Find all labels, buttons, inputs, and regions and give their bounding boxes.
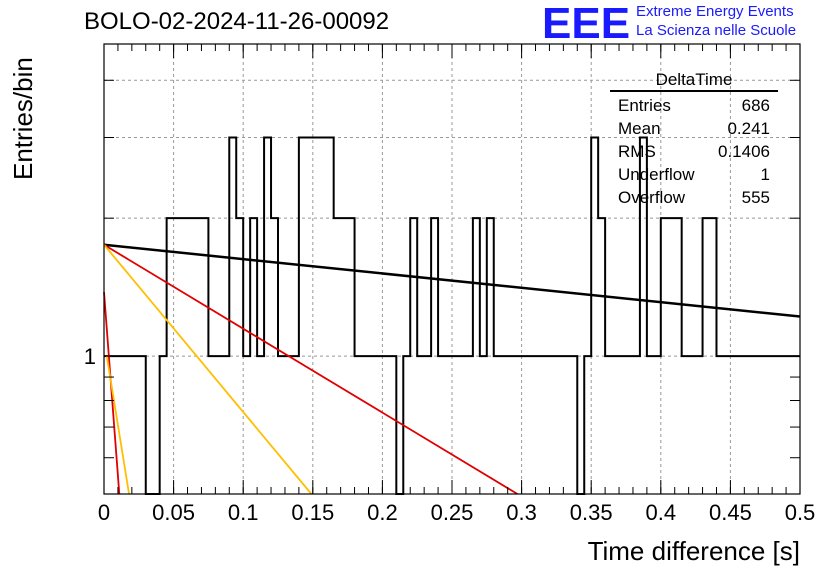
- stats-value: 686: [741, 96, 770, 115]
- stats-label: Overflow: [618, 188, 686, 207]
- fit-line-red: [103, 243, 518, 495]
- stats-row-rms: RMS 0.1406: [610, 140, 778, 163]
- x-tick-label: 0.4: [646, 500, 677, 525]
- x-tick-label: 0.2: [367, 500, 398, 525]
- stats-value: 0.1406: [718, 142, 770, 161]
- x-tick-label: 0.1: [228, 500, 259, 525]
- stats-value: 555: [741, 188, 770, 207]
- fit-lines: [103, 243, 801, 495]
- x-tick-label: 0.15: [291, 500, 334, 525]
- y-axis-label: Entries/bin: [8, 57, 38, 180]
- chart-title: BOLO-02-2024-11-26-00092: [84, 8, 390, 35]
- eee-logo-mark: EEE: [542, 0, 630, 48]
- stats-label: Mean: [618, 119, 661, 138]
- stats-row-mean: Mean 0.241: [610, 117, 778, 140]
- logo-mark-text: EEE: [542, 2, 630, 42]
- histogram-outline: [104, 136, 800, 495]
- x-tick-label: 0: [98, 500, 110, 525]
- logo-caption: Extreme Energy Events La Scienza nelle S…: [636, 2, 796, 40]
- tick-labels: 0 0.05 0.1 0.15 0.2 0.25 0.3 0.35 0.4 0.45 0.5 1: [84, 344, 816, 525]
- fit-line-black: [103, 243, 801, 318]
- y-tick-label: 1: [84, 344, 96, 369]
- stats-label: Underflow: [618, 165, 695, 184]
- x-tick-label: 0.45: [709, 500, 752, 525]
- logo-line-2: La Scienza nelle Scuole: [636, 22, 797, 39]
- x-axis-label: Time difference [s]: [588, 536, 800, 566]
- fit-line-red: [103, 291, 121, 495]
- stats-value: 0.241: [727, 119, 770, 138]
- x-tick-label: 0.25: [431, 500, 474, 525]
- stats-box: DeltaTime Entries 686 Mean 0.241 RMS 0.1…: [610, 70, 778, 209]
- stats-value: 1: [760, 165, 770, 184]
- grid-lines: [104, 44, 800, 494]
- axis-ticks: [103, 44, 801, 495]
- stats-name: DeltaTime: [655, 70, 733, 89]
- stats-row-entries: Entries 686: [610, 94, 778, 117]
- stats-row-overflow: Overflow 555: [610, 186, 778, 209]
- stats-label: Entries: [618, 96, 671, 115]
- x-tick-label: 0.5: [785, 500, 816, 525]
- fit-line-orange: [103, 244, 313, 495]
- fit-line-orange: [105, 355, 130, 495]
- eee-logo: EEE: [542, 0, 634, 48]
- x-tick-label: 0.35: [570, 500, 613, 525]
- stats-label: RMS: [618, 142, 656, 161]
- histogram: [104, 136, 800, 495]
- x-tick-label: 0.05: [152, 500, 195, 525]
- x-tick-label: 0.3: [506, 500, 537, 525]
- stats-divider: [610, 90, 778, 92]
- stats-row-underflow: Underflow 1: [610, 163, 778, 186]
- logo-line-1: Extreme Energy Events: [636, 3, 794, 20]
